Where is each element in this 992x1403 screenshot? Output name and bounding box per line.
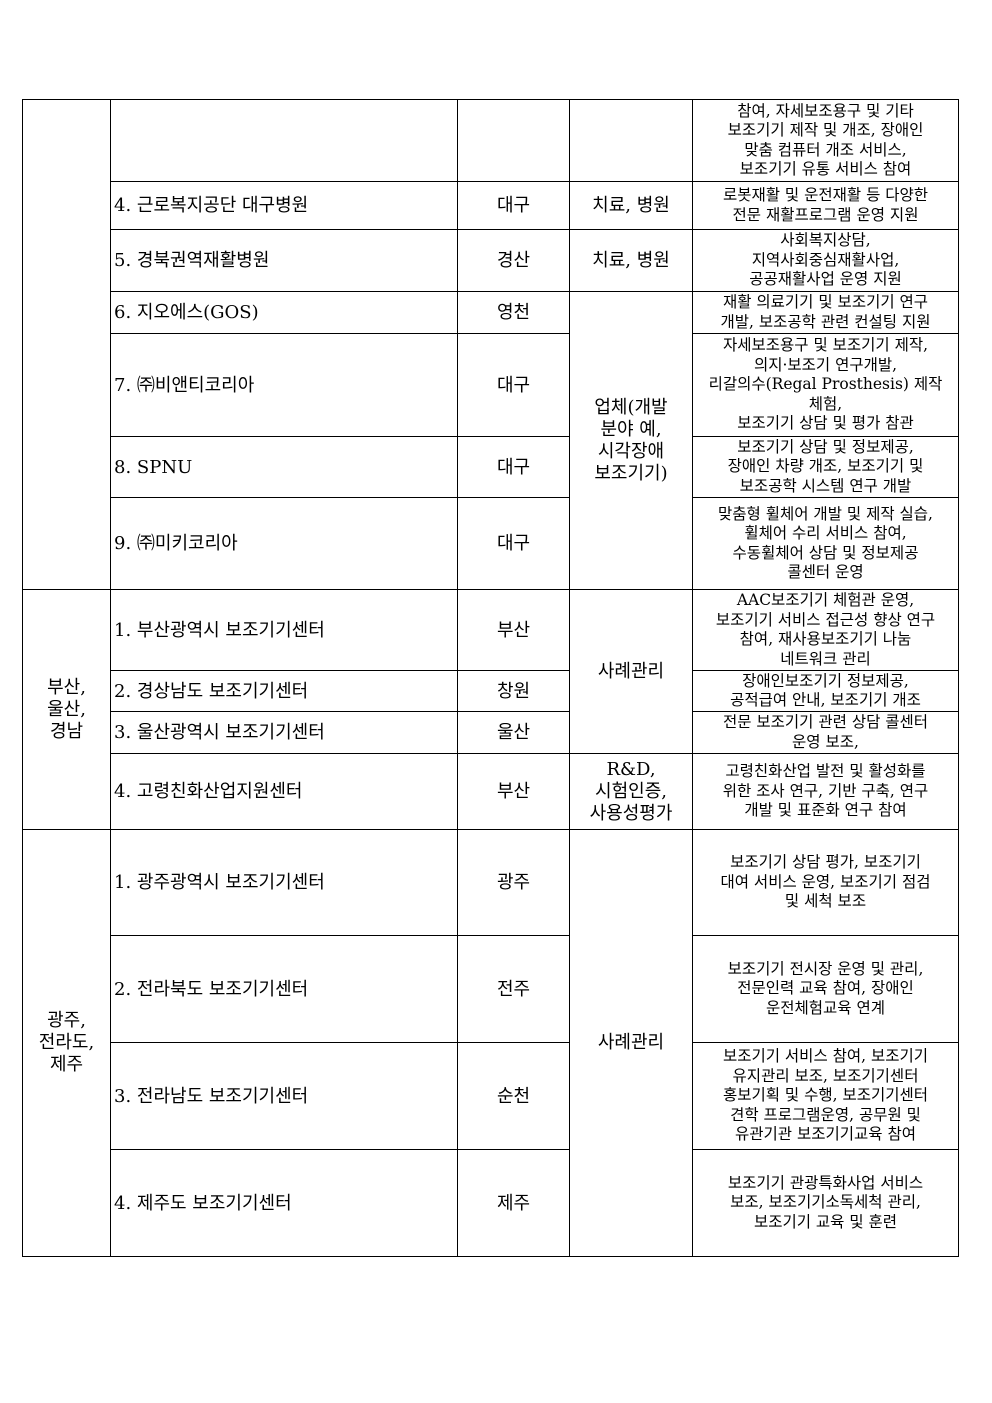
type-cell: 사례관리 (569, 589, 693, 754)
description-cell: 재활 의료기기 및 보조기기 연구 개발, 보조공학 관련 컨설팅 지원 (692, 291, 959, 334)
location-cell: 영천 (457, 291, 570, 334)
description-cell: 전문 보조기기 관련 상담 콜센터 운영 보조, (692, 711, 959, 754)
location-cell: 창원 (457, 670, 570, 712)
description-cell: 보조기기 관광특화사업 서비스 보조, 보조기기소독세척 관리, 보조기기 교육… (692, 1149, 959, 1257)
institution-name: 1. 광주광역시 보조기기센터 (110, 829, 458, 936)
description-cell: 맞춤형 휠체어 개발 및 제작 실습, 휠체어 수리 서비스 참여, 수동휠체어… (692, 497, 959, 590)
type-cell: 치료, 병원 (569, 181, 693, 230)
type-cell: R&D, 시험인증, 사용성평가 (569, 753, 693, 830)
institution-name: 1. 부산광역시 보조기기센터 (110, 589, 458, 671)
description-cell: 보조기기 상담 평가, 보조기기 대여 서비스 운영, 보조기기 점검 및 세척… (692, 829, 959, 936)
table-row: 6. 지오에스(GOS) 영천 업체(개발 분야 예, 시각장애 보조기기) 재활 의… (23, 291, 959, 590)
table-row: 광주, 전라도, 제주 1. 광주광역시 보조기기센터 광주 사례관리 보조기기 상담 … (22, 829, 959, 1257)
table-row: 3. 전라남도 보조기기센터 순천 보조기기 서비스 참여, 보조기기 유지관리 보… (23, 1042, 959, 1150)
location-cell (457, 99, 570, 182)
location-cell: 순천 (457, 1042, 570, 1150)
type-cell: 사례관리 (569, 829, 693, 1257)
institution-name: 4. 제주도 보조기기센터 (110, 1149, 458, 1257)
location-cell: 대구 (457, 333, 570, 437)
table-row: 4. 근로복지공단 대구병원 대구 치료, 병원 로봇재활 및 운전재활 등 다양한 … (23, 181, 959, 230)
location-cell: 광주 (457, 829, 570, 936)
type-cell: 업체(개발 분야 예, 시각장애 보조기기) (569, 291, 693, 590)
region-cell: 광주, 전라도, 제주 (22, 829, 111, 1257)
table-row: 4. 제주도 보조기기센터 제주 보조기기 관광특화사업 서비스 보조, 보조기기소… (23, 1149, 959, 1257)
institution-name: 2. 전라북도 보조기기센터 (110, 935, 458, 1043)
location-cell: 울산 (457, 711, 570, 754)
institution-name (110, 99, 458, 182)
location-cell: 부산 (457, 753, 570, 830)
institution-name: 3. 전라남도 보조기기센터 (110, 1042, 458, 1150)
institution-name: 7. ㈜비앤티코리아 (110, 333, 458, 437)
location-cell: 부산 (457, 589, 570, 671)
institution-name: 5. 경북권역재활병원 (110, 229, 458, 292)
location-cell: 전주 (457, 935, 570, 1043)
table-row: 4. 고령친화산업지원센터 부산 R&D, 시험인증, 사용성평가 고령친화산업 발전… (23, 753, 959, 830)
location-cell: 대구 (457, 436, 570, 498)
description-cell: 자세보조용구 및 보조기기 제작, 의지·보조기 연구개발, 리갈의수(Rega… (692, 333, 959, 437)
table-row: 8. SPNU 대구 보조기기 상담 및 정보제공, 장애인 차량 개조, 보조기기… (23, 436, 959, 498)
description-cell: 고령친화산업 발전 및 활성화를 위한 조사 연구, 기반 구축, 연구 개발 … (692, 753, 959, 830)
description-cell: AAC보조기기 체험관 운영, 보조기기 서비스 접근성 향상 연구 참여, 재… (692, 589, 959, 671)
location-cell: 제주 (457, 1149, 570, 1257)
institution-name: 3. 울산광역시 보조기기센터 (110, 711, 458, 754)
description-cell: 참여, 자세보조용구 및 기타 보조기기 제작 및 개조, 장애인 맞춤 컴퓨터… (692, 99, 959, 182)
description-cell: 보조기기 상담 및 정보제공, 장애인 차량 개조, 보조기기 및 보조공학 시… (692, 436, 959, 498)
type-cell: 치료, 병원 (569, 229, 693, 292)
institution-name: 8. SPNU (110, 436, 458, 498)
location-cell: 대구 (457, 497, 570, 590)
description-cell: 보조기기 전시장 운영 및 관리, 전문인력 교육 참여, 장애인 운전체험교육… (692, 935, 959, 1043)
location-cell: 경산 (457, 229, 570, 292)
table-row: 7. ㈜비앤티코리아 대구 자세보조용구 및 보조기기 제작, 의지·보조기 연구개… (23, 333, 959, 437)
description-cell: 보조기기 서비스 참여, 보조기기 유지관리 보조, 보조기기센터 홍보기획 및… (692, 1042, 959, 1150)
region-cell: 부산, 울산, 경남 (22, 589, 111, 830)
institution-name: 4. 근로복지공단 대구병원 (110, 181, 458, 230)
table-row: 9. ㈜미키코리아 대구 맞춤형 휠체어 개발 및 제작 실습, 휠체어 수리 서비… (23, 497, 959, 590)
institution-name: 4. 고령친화산업지원센터 (110, 753, 458, 830)
table-row: 5. 경북권역재활병원 경산 치료, 병원 사회복지상담, 지역사회중심재활사업, 공… (23, 229, 959, 292)
table-row: 부산, 울산, 경남 1. 부산광역시 보조기기센터 부산 사례관리 AAC보조기기 체… (22, 589, 959, 830)
region-cell (22, 99, 111, 590)
table-row: 2. 전라북도 보조기기센터 전주 보조기기 전시장 운영 및 관리, 전문인력 교… (23, 935, 959, 1043)
location-cell: 대구 (457, 181, 570, 230)
institution-name: 2. 경상남도 보조기기센터 (110, 670, 458, 712)
description-cell: 로봇재활 및 운전재활 등 다양한 전문 재활프로그램 운영 지원 (692, 181, 959, 230)
institution-name: 9. ㈜미키코리아 (110, 497, 458, 590)
table-row: 참여, 자세보조용구 및 기타 보조기기 제작 및 개조, 장애인 맞춤 컴퓨터… (22, 99, 959, 590)
institution-table: 참여, 자세보조용구 및 기타 보조기기 제작 및 개조, 장애인 맞춤 컴퓨터… (22, 99, 959, 1257)
table-row: 2. 경상남도 보조기기센터 창원 장애인보조기기 정보제공, 공적급여 안내, 보… (23, 670, 959, 712)
description-cell: 장애인보조기기 정보제공, 공적급여 안내, 보조기기 개조 (692, 670, 959, 712)
institution-name: 6. 지오에스(GOS) (110, 291, 458, 334)
type-cell (569, 99, 693, 182)
table-row: 3. 울산광역시 보조기기센터 울산 전문 보조기기 관련 상담 콜센터 운영 보조… (23, 711, 959, 754)
description-cell: 사회복지상담, 지역사회중심재활사업, 공공재활사업 운영 지원 (692, 229, 959, 292)
